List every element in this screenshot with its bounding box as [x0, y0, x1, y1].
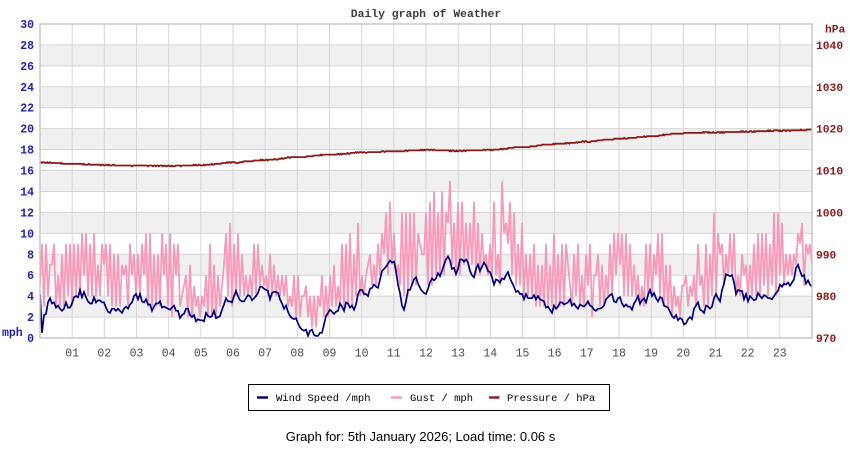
svg-text:8: 8 — [27, 249, 34, 262]
svg-text:02: 02 — [97, 348, 111, 361]
svg-text:20: 20 — [676, 348, 690, 361]
svg-text:4: 4 — [27, 291, 34, 304]
svg-text:04: 04 — [162, 348, 176, 361]
svg-text:08: 08 — [290, 348, 304, 361]
svg-text:23: 23 — [773, 348, 787, 361]
svg-text:13: 13 — [451, 348, 465, 361]
svg-text:1000: 1000 — [816, 208, 843, 220]
svg-text:hPa: hPa — [825, 25, 846, 37]
svg-text:12: 12 — [419, 348, 433, 361]
svg-text:18: 18 — [20, 145, 34, 158]
svg-text:05: 05 — [194, 348, 208, 361]
svg-text:12: 12 — [20, 207, 34, 220]
svg-text:22: 22 — [741, 348, 755, 361]
svg-text:07: 07 — [258, 348, 272, 361]
svg-text:Pressure / hPa: Pressure / hPa — [507, 393, 595, 405]
svg-text:Graph for: 5th January 2026; L: Graph for: 5th January 2026; Load time: … — [286, 429, 556, 444]
svg-text:28: 28 — [20, 40, 34, 53]
svg-text:10: 10 — [355, 348, 369, 361]
svg-text:19: 19 — [644, 348, 658, 361]
svg-text:01: 01 — [65, 348, 79, 361]
svg-text:14: 14 — [483, 348, 497, 361]
svg-text:17: 17 — [580, 348, 594, 361]
svg-text:16: 16 — [20, 166, 34, 179]
svg-text:03: 03 — [130, 348, 144, 361]
svg-text:30: 30 — [20, 19, 34, 32]
svg-text:11: 11 — [387, 348, 401, 361]
svg-text:mph: mph — [2, 327, 23, 340]
svg-text:2: 2 — [27, 312, 34, 325]
svg-text:Daily graph of Weather: Daily graph of Weather — [351, 9, 502, 21]
svg-text:Gust / mph: Gust / mph — [410, 393, 473, 405]
svg-text:06: 06 — [226, 348, 240, 361]
svg-text:1010: 1010 — [816, 167, 843, 179]
svg-text:1040: 1040 — [816, 41, 843, 53]
svg-text:0: 0 — [27, 333, 34, 346]
svg-text:24: 24 — [20, 82, 34, 95]
svg-text:22: 22 — [20, 103, 34, 116]
svg-text:1030: 1030 — [816, 83, 843, 95]
svg-text:21: 21 — [709, 348, 723, 361]
svg-text:6: 6 — [27, 270, 34, 283]
svg-text:26: 26 — [20, 61, 34, 74]
svg-text:14: 14 — [20, 187, 34, 200]
svg-text:980: 980 — [816, 292, 837, 304]
svg-text:16: 16 — [548, 348, 562, 361]
svg-text:Wind Speed /mph: Wind Speed /mph — [276, 393, 371, 405]
svg-text:20: 20 — [20, 124, 34, 137]
svg-text:18: 18 — [612, 348, 626, 361]
svg-text:1020: 1020 — [816, 125, 843, 137]
svg-text:970: 970 — [816, 334, 837, 346]
svg-text:15: 15 — [516, 348, 530, 361]
svg-text:09: 09 — [323, 348, 337, 361]
svg-text:990: 990 — [816, 250, 837, 262]
svg-text:10: 10 — [20, 228, 34, 241]
